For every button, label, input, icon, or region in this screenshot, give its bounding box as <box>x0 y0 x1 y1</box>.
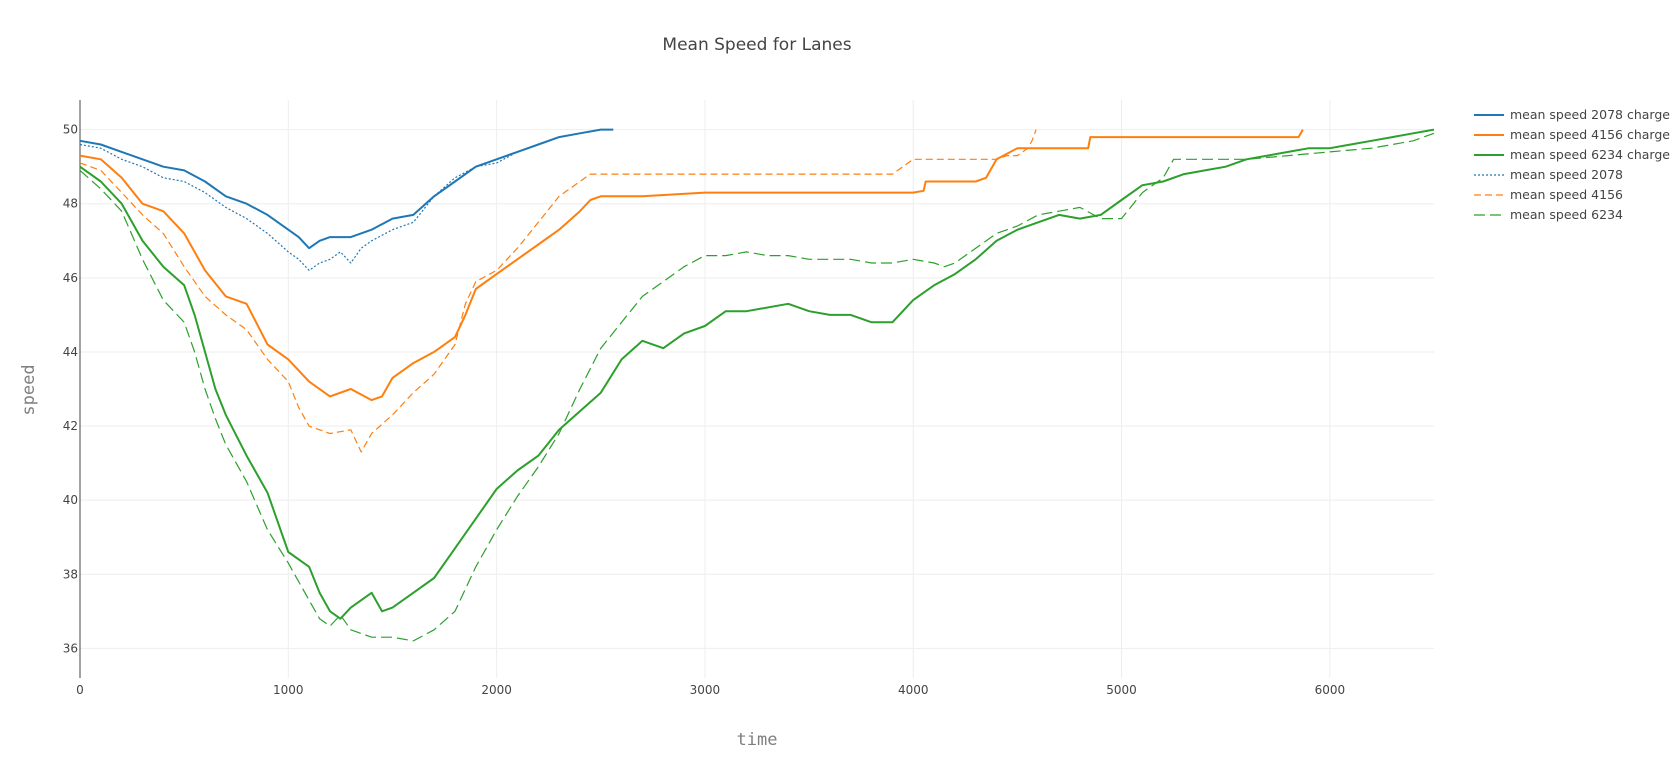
y-tick-label: 42 <box>63 419 78 433</box>
y-tick-label: 44 <box>63 345 78 359</box>
series-line-mean-speed-4156-charge[interactable] <box>79 129 1304 402</box>
legend-item[interactable]: mean speed 6234 <box>1474 207 1623 222</box>
x-tick-label: 6000 <box>1315 683 1346 697</box>
y-axis-title: speed <box>19 364 39 415</box>
series-layer <box>79 128 1435 642</box>
legend-label: mean speed 4156 charge <box>1510 127 1670 142</box>
series-line-mean-speed-6234[interactable] <box>79 132 1435 642</box>
legend-item[interactable]: mean speed 2078 <box>1474 167 1623 182</box>
x-tick-label: 2000 <box>481 683 512 697</box>
series-line-mean-speed-2078-charge[interactable] <box>79 128 614 250</box>
y-tick-label: 36 <box>63 641 78 655</box>
y-tick-label: 40 <box>63 493 78 507</box>
legend-item[interactable]: mean speed 6234 charge <box>1474 147 1670 162</box>
legend-item[interactable]: mean speed 4156 <box>1474 187 1623 202</box>
legend-item[interactable]: mean speed 4156 charge <box>1474 127 1670 142</box>
series-line-mean-speed-6234-charge[interactable] <box>79 128 1435 620</box>
series-line-mean-speed-4156[interactable] <box>79 129 1037 453</box>
legend-label: mean speed 6234 <box>1510 207 1623 222</box>
x-tick-label: 5000 <box>1106 683 1137 697</box>
x-tick-label: 1000 <box>273 683 304 697</box>
grid-layer <box>80 100 1434 678</box>
legend-label: mean speed 6234 charge <box>1510 147 1670 162</box>
y-tick-label: 50 <box>63 123 78 137</box>
x-tick-label: 3000 <box>690 683 721 697</box>
chart-title: Mean Speed for Lanes <box>662 35 851 55</box>
x-tick-label: 4000 <box>898 683 929 697</box>
x-axis-title: time <box>737 730 778 750</box>
legend-label: mean speed 2078 charge <box>1510 107 1670 122</box>
legend-label: mean speed 4156 <box>1510 187 1623 202</box>
legend-label: mean speed 2078 <box>1510 167 1623 182</box>
y-tick-label: 48 <box>63 197 78 211</box>
axes-layer: 0 1000 2000 3000 4000 5000 6000 36 38 40 42 44 46 48 5… <box>63 100 1345 697</box>
x-tick-label: 0 <box>76 683 84 697</box>
y-tick-label: 38 <box>63 567 78 581</box>
legend-item[interactable]: mean speed 2078 charge <box>1474 107 1670 122</box>
legend[interactable]: mean speed 2078 charge mean speed 4156 ch… <box>1474 107 1670 222</box>
y-tick-label: 46 <box>63 271 78 285</box>
series-line-mean-speed-2078[interactable] <box>79 129 614 271</box>
